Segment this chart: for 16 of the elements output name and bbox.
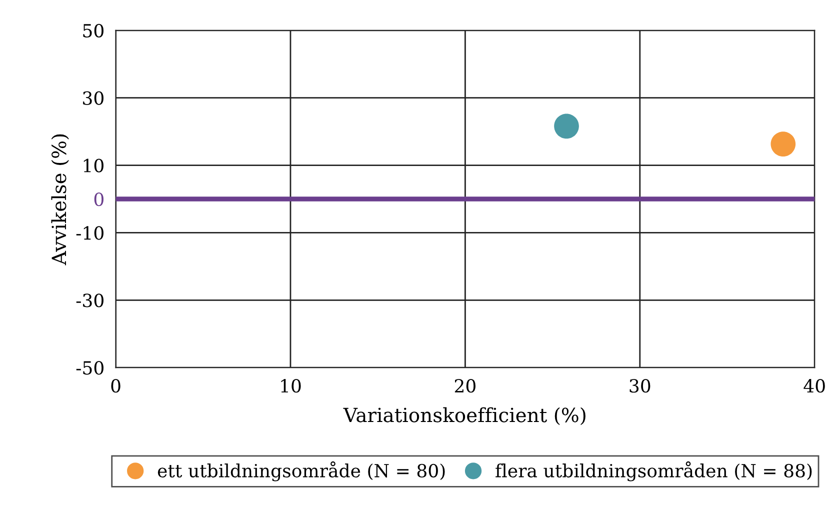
x-tick-label: 40 — [804, 379, 825, 393]
y-tick-label: 10 — [84, 158, 104, 172]
y-tick-label: 50 — [83, 24, 104, 38]
x-axis-title: Variationskoefficient (%) — [343, 407, 586, 426]
x-tick-label: 0 — [111, 379, 120, 393]
y-tick-label: -10 — [76, 226, 104, 240]
legend-label: ett utbildningsområde (N = 80) — [158, 461, 445, 482]
x-tick-label: 10 — [281, 379, 301, 393]
y-tick-label: 30 — [83, 91, 104, 105]
x-tick-label: 20 — [454, 379, 476, 393]
legend-label: flera utbildningsområden (N = 88) — [496, 461, 812, 482]
x-tick-label: 30 — [630, 379, 650, 393]
y-tick-label: -30 — [76, 294, 104, 308]
y-tick-label: -50 — [76, 361, 104, 375]
y-axis-title: Avvikelse (%) — [51, 134, 70, 266]
y-tick-label: 0 — [94, 192, 104, 206]
